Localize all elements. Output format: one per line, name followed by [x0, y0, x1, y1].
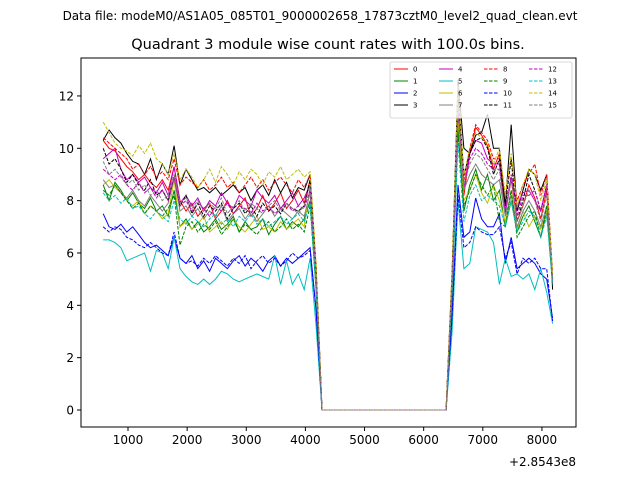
- x-tick-label: 4000: [290, 433, 321, 447]
- legend-label-3: 3: [413, 102, 417, 110]
- series-line-2: [102, 184, 554, 411]
- legend-label-13: 13: [548, 78, 557, 86]
- series-line-11: [102, 90, 554, 411]
- legend-label-15: 15: [548, 102, 557, 110]
- legend-frame: [389, 61, 573, 119]
- series-line-15: [102, 103, 554, 411]
- legend-label-5: 5: [458, 78, 462, 86]
- plot-lines: [102, 80, 554, 411]
- x-offset-label: +2.8543e8: [509, 455, 576, 469]
- x-tick-label: 3000: [231, 433, 262, 447]
- y-axis: 0 2 4 6 8 10 12: [59, 89, 81, 417]
- series-line-10: [102, 195, 554, 411]
- y-tick-label: 10: [59, 142, 74, 156]
- series-line-9: [102, 132, 554, 411]
- series-line-8: [102, 98, 554, 411]
- y-tick-label: 4: [66, 299, 74, 313]
- series-line-12: [102, 111, 554, 411]
- datafile-label: Data file: modeM0/AS1A05_085T01_90000026…: [63, 9, 578, 23]
- legend-label-7: 7: [458, 102, 462, 110]
- x-tick-label: 8000: [527, 433, 558, 447]
- x-tick-label: 7000: [468, 433, 499, 447]
- y-tick-label: 12: [59, 89, 74, 103]
- x-tick-label: 2000: [172, 433, 203, 447]
- legend-label-8: 8: [503, 66, 507, 74]
- y-tick-label: 6: [66, 246, 74, 260]
- legend-label-11: 11: [503, 102, 512, 110]
- y-tick-label: 0: [66, 403, 74, 417]
- x-tick-label: 6000: [408, 433, 439, 447]
- series-line-4: [102, 108, 554, 411]
- legend-label-6: 6: [458, 90, 463, 98]
- x-tick-label: 1000: [113, 433, 144, 447]
- legend-label-14: 14: [548, 90, 557, 98]
- series-line-5: [103, 200, 554, 411]
- series-line-3: [102, 80, 554, 411]
- legend-label-2: 2: [413, 90, 417, 98]
- y-tick-label: 2: [66, 351, 74, 365]
- legend-label-0: 0: [413, 66, 417, 74]
- x-axis: 1000 2000 3000 4000 5000 6000 7000 8000: [113, 427, 557, 447]
- y-tick-label: 8: [66, 194, 74, 208]
- chart-title: Quadrant 3 module wise count rates with …: [131, 37, 525, 53]
- axes-frame: [80, 57, 577, 428]
- legend-label-10: 10: [503, 90, 512, 98]
- legend-label-12: 12: [548, 66, 557, 74]
- legend-label-1: 1: [413, 78, 417, 86]
- x-tick-label: 5000: [349, 433, 380, 447]
- legend-label-9: 9: [503, 78, 507, 86]
- legend-label-4: 4: [458, 66, 463, 74]
